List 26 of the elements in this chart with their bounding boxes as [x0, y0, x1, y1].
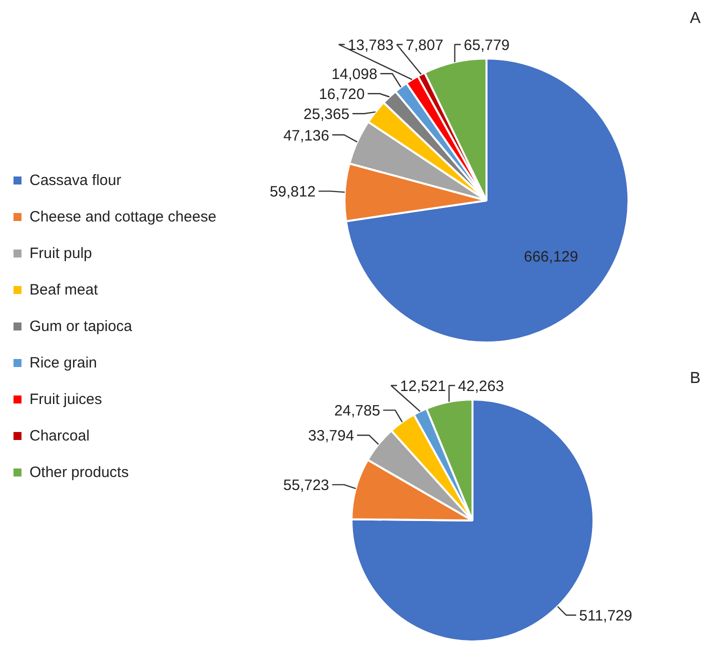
data-label: 25,365 — [304, 106, 350, 124]
legend-label: Cassava flour — [30, 172, 122, 189]
data-label: 12,521 — [400, 378, 446, 395]
data-label: 47,136 — [283, 127, 330, 144]
data-label: 33,794 — [308, 428, 354, 445]
legend-label: Other products — [30, 464, 129, 481]
data-label: 24,785 — [334, 402, 380, 420]
data-label: 14,098 — [331, 66, 378, 84]
legend-label: Beaf meat — [30, 282, 99, 298]
text: B — [690, 370, 700, 387]
data-label: 16,720 — [318, 86, 365, 104]
data-label: 511,729 — [579, 608, 632, 625]
legend-label: Fruit pulp — [30, 245, 92, 262]
legend-label: Fruit juices — [30, 391, 102, 408]
data-label: 59,812 — [270, 184, 316, 201]
data-label: 42,263 — [458, 378, 504, 395]
data-label: 65,779 — [464, 37, 510, 54]
legend-label: Rice grain — [30, 354, 98, 372]
data-label: 13,783 — [348, 37, 394, 54]
legend-label: Gum or tapioca — [30, 318, 133, 335]
text: A — [690, 10, 701, 27]
legend-label: Charcoal — [30, 428, 90, 444]
legend-label: Cheese and cottage cheese — [30, 208, 216, 226]
data-label: 55,723 — [283, 477, 330, 494]
data-label: 666,129 — [524, 248, 578, 266]
data-label: 7,807 — [406, 37, 444, 54]
